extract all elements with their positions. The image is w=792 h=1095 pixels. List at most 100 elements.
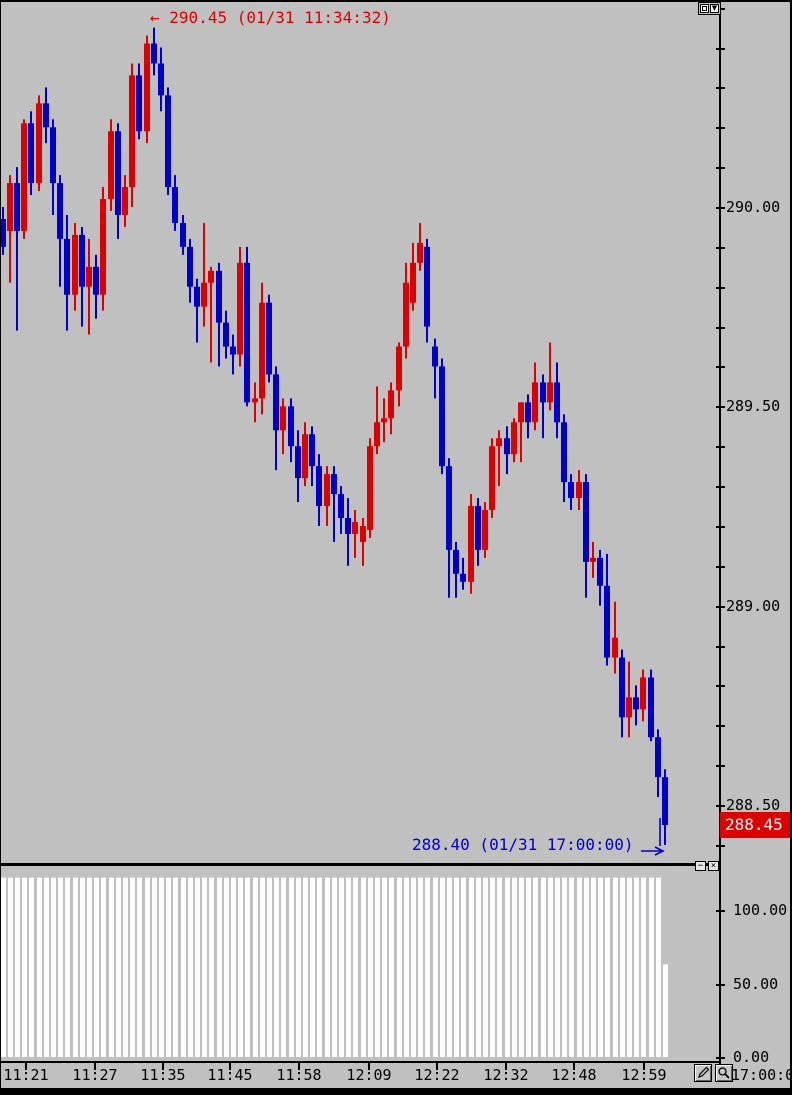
- candle-body: [252, 398, 258, 403]
- candle-body: [525, 402, 531, 423]
- volume-bar: [649, 877, 654, 1057]
- last-price-badge: 288.45: [720, 812, 792, 838]
- volume-bar: [613, 877, 618, 1057]
- volume-bar: [58, 877, 63, 1057]
- time-tick: [94, 1063, 96, 1070]
- volume-bar: [483, 877, 488, 1057]
- session-high-annotation: ← 290.45 (01/31 11:34:32): [150, 9, 391, 27]
- volume-bar: [181, 877, 186, 1057]
- candle-wick: [376, 386, 378, 455]
- time-tick: [368, 1063, 370, 1070]
- candle-body: [295, 446, 301, 479]
- restore-icon: [702, 6, 707, 11]
- session-low-text: 288.40 (01/31 17:00:00): [412, 835, 634, 854]
- candle-body: [662, 777, 668, 825]
- volume-bar: [209, 877, 214, 1057]
- candle-body: [648, 677, 654, 738]
- volume-bar: [605, 877, 610, 1057]
- draw-tool-button[interactable]: [694, 1064, 712, 1082]
- candle-body: [518, 402, 524, 423]
- volume-bar: [65, 877, 70, 1057]
- close-icon: ×: [710, 861, 717, 871]
- price-tick: [716, 765, 725, 767]
- session-high-text: 290.45 (01/31 11:34:32): [169, 8, 391, 27]
- price-tick: [716, 725, 725, 727]
- price-tick: [716, 87, 725, 89]
- time-axis-label: 12:22: [414, 1066, 460, 1084]
- time-axis-label: 12:48: [551, 1066, 597, 1084]
- candle-body: [50, 127, 56, 184]
- candle-body: [640, 677, 646, 710]
- frame-right: [790, 0, 792, 1095]
- candle-body: [21, 123, 27, 231]
- time-axis-label: 11:35: [140, 1066, 186, 1084]
- volume-bar: [152, 877, 157, 1057]
- close-button[interactable]: ×: [708, 861, 719, 871]
- volume-bar: [238, 877, 243, 1057]
- candle-body: [367, 446, 373, 530]
- candle-body: [446, 466, 452, 550]
- price-tick: [716, 366, 725, 368]
- time-tick: [162, 1063, 164, 1070]
- volume-bar: [22, 877, 27, 1057]
- left-arrow-icon: ←: [150, 8, 160, 27]
- panel-separator: [0, 863, 721, 866]
- volume-bar: [29, 877, 34, 1057]
- price-tick: [716, 606, 725, 608]
- candle-body: [547, 382, 553, 403]
- frame-left: [0, 0, 1, 1095]
- restore-button[interactable]: [700, 4, 709, 13]
- price-axis-label: 290.00: [726, 198, 781, 216]
- candle-body: [201, 282, 207, 307]
- candle-body: [172, 187, 178, 223]
- candle-body: [439, 366, 445, 467]
- magnifier-icon: [718, 1067, 730, 1079]
- candle-wick: [549, 342, 551, 411]
- candle-body: [338, 494, 344, 518]
- volume-bar: [159, 877, 164, 1057]
- volume-bar: [641, 877, 646, 1057]
- candle-body: [180, 222, 186, 247]
- menu-button[interactable]: ▼: [710, 4, 719, 13]
- session-low-annotation: 288.40 (01/31 17:00:00): [412, 836, 634, 854]
- volume-bar: [253, 877, 258, 1057]
- volume-bar: [44, 877, 49, 1057]
- volume-bar: [433, 877, 438, 1057]
- price-tick: [716, 247, 725, 249]
- volume-bar: [353, 877, 358, 1057]
- volume-bar: [130, 877, 135, 1057]
- volume-bar: [317, 877, 322, 1057]
- candle-body: [619, 657, 625, 718]
- volume-bar: [80, 877, 85, 1057]
- price-tick: [716, 566, 725, 568]
- candle-body: [57, 183, 63, 239]
- candle-body: [655, 737, 661, 778]
- volume-bar: [346, 877, 351, 1057]
- candle-body: [208, 270, 214, 283]
- volume-bar: [375, 877, 380, 1057]
- candle-body: [216, 270, 222, 323]
- volume-bar: [440, 877, 445, 1057]
- price-tick: [716, 805, 725, 807]
- candle-body: [43, 103, 49, 128]
- price-axis-label: 288.50: [726, 796, 781, 815]
- volume-bar: [584, 877, 589, 1057]
- candle-body: [7, 183, 13, 231]
- price-tick: [716, 486, 725, 488]
- candle-body: [36, 103, 42, 184]
- minimize-button[interactable]: −: [695, 861, 706, 871]
- time-tick: [25, 1063, 27, 1070]
- candle-body: [590, 557, 596, 562]
- candle-wick: [520, 402, 522, 463]
- candle-body: [230, 346, 236, 355]
- candle-body: [194, 286, 200, 307]
- zoom-tool-button[interactable]: [715, 1064, 733, 1082]
- volume-bar: [627, 877, 632, 1057]
- candle-body: [309, 434, 315, 467]
- volume-bar: [411, 877, 416, 1057]
- volume-bar: [591, 877, 596, 1057]
- candle-body: [93, 266, 99, 295]
- volume-bar: [490, 877, 495, 1057]
- volume-bar: [569, 877, 574, 1057]
